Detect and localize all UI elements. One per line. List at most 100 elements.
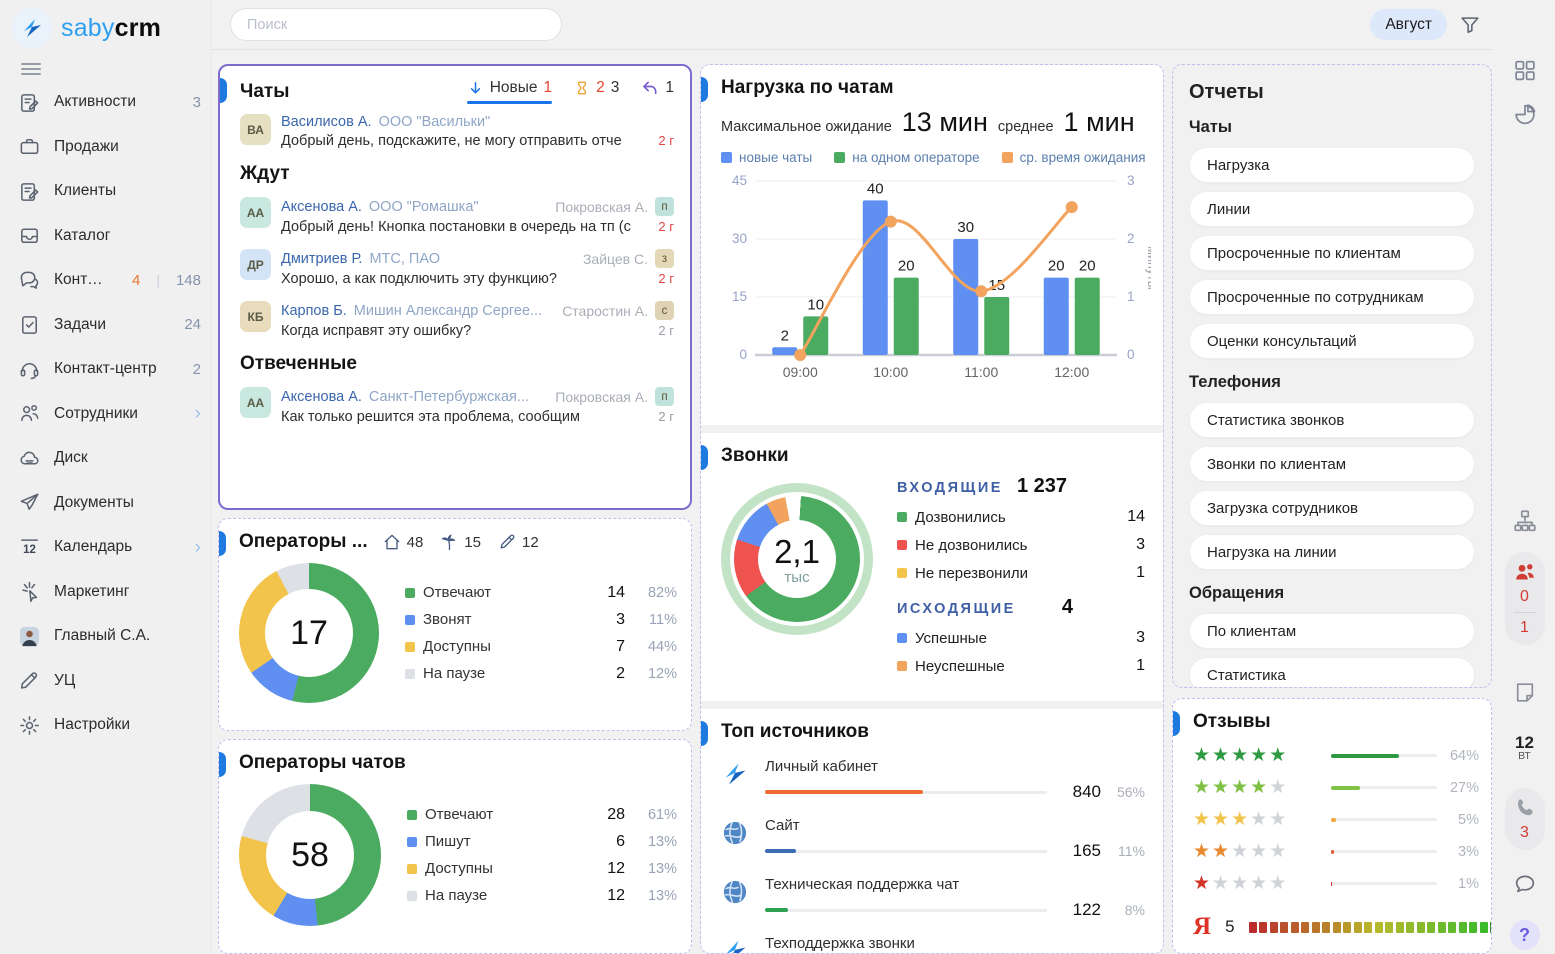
sidebar-item[interactable]: Активности 3 <box>12 80 211 125</box>
search-input[interactable] <box>230 8 562 41</box>
chat-list-item[interactable]: ВА Василисов А. ООО "Васильки" Добрый день,… <box>240 114 674 149</box>
sources-list: Личный кабинет 840 56% Сайт 165 11% Техническа… <box>721 758 1145 953</box>
legend-percent: 13% <box>647 887 677 904</box>
source-row[interactable]: Личный кабинет 840 56% <box>721 758 1145 802</box>
sidebar-item[interactable]: Контакт-центр 2 <box>12 347 211 392</box>
calls-total-unit: тыс <box>784 568 810 586</box>
sidebar-item[interactable]: УЦ <box>12 659 211 704</box>
report-link[interactable]: Просроченные по клиентам <box>1189 235 1475 271</box>
chat-bubbles-icon <box>18 269 41 292</box>
chat-load-title: Нагрузка по чатам <box>721 77 894 98</box>
reports-panel: Отчеты Чаты Нагрузка Линии Просроченные по … <box>1172 64 1492 688</box>
sidebar-item[interactable]: Маркетинг <box>12 570 211 615</box>
sidebar-item[interactable]: Задачи 24 <box>12 303 211 348</box>
sidebar-item-label: Клиенты <box>54 182 117 200</box>
calls-legend-row: Не дозвонились 3 <box>897 536 1145 554</box>
notes-button[interactable] <box>1512 680 1537 705</box>
help-button[interactable]: ? <box>1509 920 1540 950</box>
source-row[interactable]: Техподдержка звонки1188% <box>721 935 1145 953</box>
svg-text:10:00: 10:00 <box>873 364 908 380</box>
legend-value: 1 <box>1136 564 1145 581</box>
messages-button[interactable] <box>1512 872 1537 897</box>
charts-button[interactable] <box>1512 102 1537 127</box>
source-row[interactable]: Сайт 165 11% <box>721 817 1145 861</box>
chat-assignee-badge: п <box>655 387 674 406</box>
waiting-chats-control[interactable]: 2 3 <box>574 79 619 104</box>
chat-contact-name: Карпов Б. <box>281 302 347 319</box>
svg-text:10: 10 <box>807 296 824 313</box>
chat-list-item[interactable]: КБ Карпов Б. Мишин Александр Сергее... Стар… <box>240 301 674 339</box>
report-link[interactable]: Оценки консультаций <box>1189 323 1475 359</box>
source-row[interactable]: Техническая поддержка чат 122 8% <box>721 876 1145 920</box>
sidebar-item[interactable]: Сотрудники › <box>12 392 211 437</box>
reply-count: 1 <box>665 79 674 96</box>
avg-wait-label: среднее <box>997 119 1054 135</box>
period-filter[interactable]: Август <box>1370 9 1447 40</box>
operators-stat-value: 12 <box>521 533 539 551</box>
calendar-weekday: вт <box>1518 750 1531 762</box>
legend-label: На паузе <box>423 665 486 682</box>
review-bar-track <box>1331 817 1437 822</box>
app-logo[interactable]: sabycrm <box>12 8 211 48</box>
incoming-header: ВХОДЯЩИЕ <box>897 480 1003 496</box>
phone-panel-button[interactable]: 3 <box>1504 788 1545 850</box>
chat-time: 2 г <box>658 271 674 286</box>
queue-count-0: 0 <box>1520 588 1529 605</box>
sidebar-item-label: Главный С.А. <box>54 627 151 645</box>
calendar-button[interactable]: 12 вт <box>1515 734 1534 762</box>
sidebar-item-label: Активности <box>54 93 136 111</box>
sidebar-item[interactable]: Документы <box>12 481 211 526</box>
org-structure-button[interactable] <box>1512 508 1538 534</box>
operators-legend-row: Доступны 7 44% <box>405 638 677 656</box>
sidebar-item[interactable]: Продажи <box>12 125 211 170</box>
chat-assignee: Покровская А. <box>555 198 648 215</box>
chat-content: Аксенова А. Санкт-Петербуржская... Покровс… <box>281 387 674 425</box>
dashboard-grid-button[interactable] <box>1512 58 1537 83</box>
sidebar-item[interactable]: Каталог <box>12 214 211 259</box>
saby-bird-icon <box>12 8 52 48</box>
reply-control[interactable]: 1 <box>641 79 674 104</box>
sidebar-item[interactable]: Главный С.А. <box>12 614 211 659</box>
report-link[interactable]: Статистика <box>1189 657 1475 687</box>
chat-assignee: Зайцев С. <box>582 250 648 267</box>
report-link[interactable]: По клиентам <box>1189 613 1475 649</box>
menu-toggle-icon[interactable] <box>20 62 42 76</box>
chat-line2: Как только решится эта проблема, сообщим… <box>281 409 674 425</box>
tab-new-chats[interactable]: Новые 1 <box>466 79 553 104</box>
chat-company: МТС, ПАО <box>369 250 440 267</box>
panel-accent <box>219 752 226 777</box>
sidebar-item[interactable]: Контакты 4 | 148 <box>12 258 211 303</box>
report-link[interactable]: Линии <box>1189 191 1475 227</box>
report-link[interactable]: Статистика звонков <box>1189 402 1475 438</box>
report-link[interactable]: Загрузка сотрудников <box>1189 490 1475 526</box>
report-link[interactable]: Нагрузка на линии <box>1189 534 1475 570</box>
report-link[interactable]: Просроченные по сотрудникам <box>1189 279 1475 315</box>
missed-calls-count: 3 <box>1520 824 1529 841</box>
chat-content: Василисов А. ООО "Васильки" Добрый день, п… <box>281 114 674 149</box>
review-bar-fill <box>1331 785 1360 790</box>
chat-contact-name: Аксенова А. <box>281 198 362 215</box>
calendar-widget[interactable]: 12 вт <box>1515 734 1534 762</box>
report-link[interactable]: Нагрузка <box>1189 147 1475 183</box>
report-link[interactable]: Звонки по клиентам <box>1189 446 1475 482</box>
review-percent: 3% <box>1458 843 1479 860</box>
sidebar-item[interactable]: Настройки <box>12 703 211 748</box>
spark-icon <box>18 580 41 603</box>
chat-contact-name: Василисов А. <box>281 114 372 130</box>
help-button[interactable]: ? <box>1509 920 1540 950</box>
chart-legend-item: новые чаты <box>721 150 812 165</box>
sidebar-item[interactable]: Клиенты <box>12 169 211 214</box>
sidebar-item[interactable]: 12 Календарь › <box>12 525 211 570</box>
chat-list-item[interactable]: АА Аксенова А. Санкт-Петербуржская... Покро… <box>240 387 674 425</box>
source-bar-fill <box>765 908 788 912</box>
review-bar-track <box>1331 785 1437 790</box>
chat-list-item[interactable]: АА Аксенова А. ООО "Ромашка" Покровская А. п… <box>240 197 674 235</box>
star-rating: ★★★★★ <box>1193 841 1289 862</box>
sidebar-item[interactable]: Диск <box>12 436 211 481</box>
phone-widget[interactable]: 3 <box>1504 788 1545 850</box>
filter-icon[interactable] <box>1459 14 1481 36</box>
chat-list-item[interactable]: ДР Дмитриев Р. МТС, ПАО Зайцев С. з Хорошо, а… <box>240 249 674 287</box>
incoming-total: 1 237 <box>1016 475 1067 497</box>
